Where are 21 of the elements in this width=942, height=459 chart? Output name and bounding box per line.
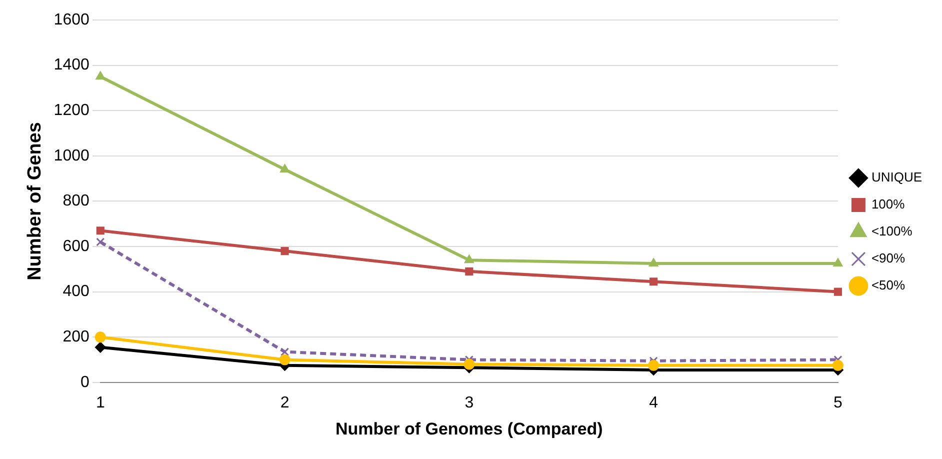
y-tick-label: 1200 — [54, 102, 90, 120]
y-tick-label: 600 — [62, 238, 90, 255]
y-tick-label: 0 — [80, 374, 90, 391]
y-tick-label: 400 — [62, 283, 90, 300]
y-tick-label: 800 — [62, 192, 90, 210]
legend-label: <100% — [871, 224, 913, 239]
legend-label: 100% — [871, 196, 906, 212]
legend-label: <50% — [871, 278, 906, 293]
x-tick-label: 1 — [96, 394, 105, 412]
legend-label: UNIQUE — [871, 170, 922, 185]
y-tick-label: 1000 — [54, 147, 90, 164]
x-tick-label: 2 — [280, 394, 290, 412]
y-tick-label: 1600 — [54, 11, 90, 28]
x-tick-label: 4 — [649, 394, 658, 412]
x-tick-label: 5 — [833, 394, 842, 412]
x-tick-label: 3 — [464, 394, 474, 412]
y-tick-label: 1400 — [54, 56, 90, 74]
legend-label: <90% — [871, 250, 906, 266]
x-axis-title: Number of Genomes (Compared) — [336, 419, 603, 438]
y-axis-title: Number of Genes — [24, 122, 46, 280]
y-tick-label: 200 — [62, 328, 90, 346]
